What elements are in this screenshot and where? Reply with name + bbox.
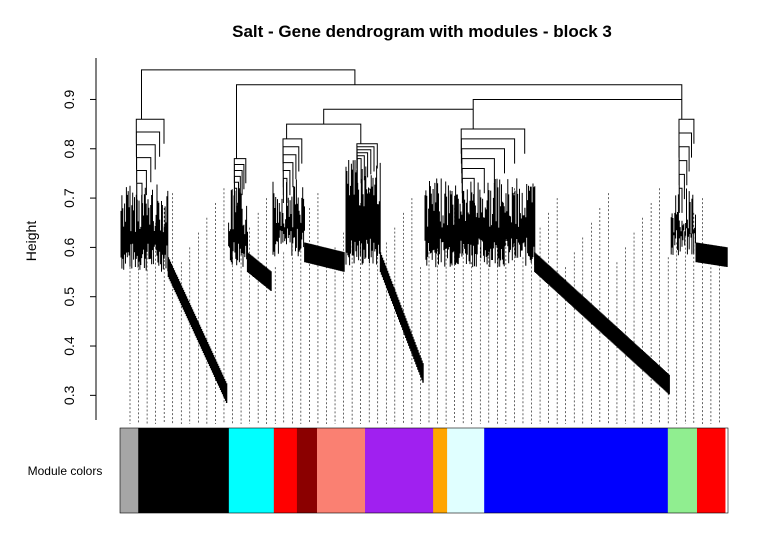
cluster-tail xyxy=(246,252,272,291)
cluster-tail xyxy=(695,242,728,267)
cluster-leaves xyxy=(345,160,381,266)
y-tick-label: 0.3 xyxy=(61,385,77,405)
y-tick-label: 0.5 xyxy=(61,287,77,307)
top-level-merges xyxy=(141,69,683,159)
module-color-segment xyxy=(696,428,726,513)
module-color-segment xyxy=(138,428,230,513)
module-color-segment xyxy=(365,428,434,513)
chart-title: Salt - Gene dendrogram with modules - bl… xyxy=(232,22,612,41)
cluster-branches xyxy=(356,143,378,184)
cluster-branches xyxy=(135,118,165,208)
module-color-segment xyxy=(228,428,275,513)
y-axis-ticks: 0.3 0.4 0.5 0.6 0.7 0.8 0.9 xyxy=(61,90,96,405)
cluster-branches xyxy=(678,118,695,213)
cluster-branches xyxy=(460,128,526,203)
module-color-segment xyxy=(273,428,298,513)
cluster-branches xyxy=(233,158,247,213)
cluster-tail xyxy=(304,242,345,272)
dendrogram-tree xyxy=(120,69,728,403)
cluster-branches xyxy=(282,138,303,203)
cluster-leaves xyxy=(670,188,696,256)
module-color-segment xyxy=(433,428,448,513)
y-axis-title: Height xyxy=(23,221,39,262)
cluster-tail xyxy=(167,257,228,403)
cluster-leaves xyxy=(272,179,305,257)
module-color-segment xyxy=(296,428,318,513)
module-color-segment xyxy=(484,428,669,513)
module-color-segment xyxy=(316,428,366,513)
y-tick-label: 0.7 xyxy=(61,188,77,208)
module-color-segment xyxy=(120,428,139,513)
module-color-segment xyxy=(667,428,698,513)
module-colors-label: Module colors xyxy=(28,464,103,478)
cluster-tail xyxy=(379,252,424,383)
cluster-tail xyxy=(534,252,670,395)
module-color-segment xyxy=(447,428,485,513)
module-color-bar xyxy=(119,427,729,514)
y-tick-label: 0.8 xyxy=(61,139,77,159)
leaf-guide-lines xyxy=(129,188,720,424)
module-bar-frame xyxy=(119,427,729,514)
y-tick-label: 0.9 xyxy=(61,90,77,110)
cluster-leaves xyxy=(424,178,536,268)
cluster-leaves xyxy=(228,188,248,267)
cluster-leaves xyxy=(120,184,169,272)
y-tick-label: 0.4 xyxy=(61,336,77,356)
y-tick-label: 0.6 xyxy=(61,237,77,257)
